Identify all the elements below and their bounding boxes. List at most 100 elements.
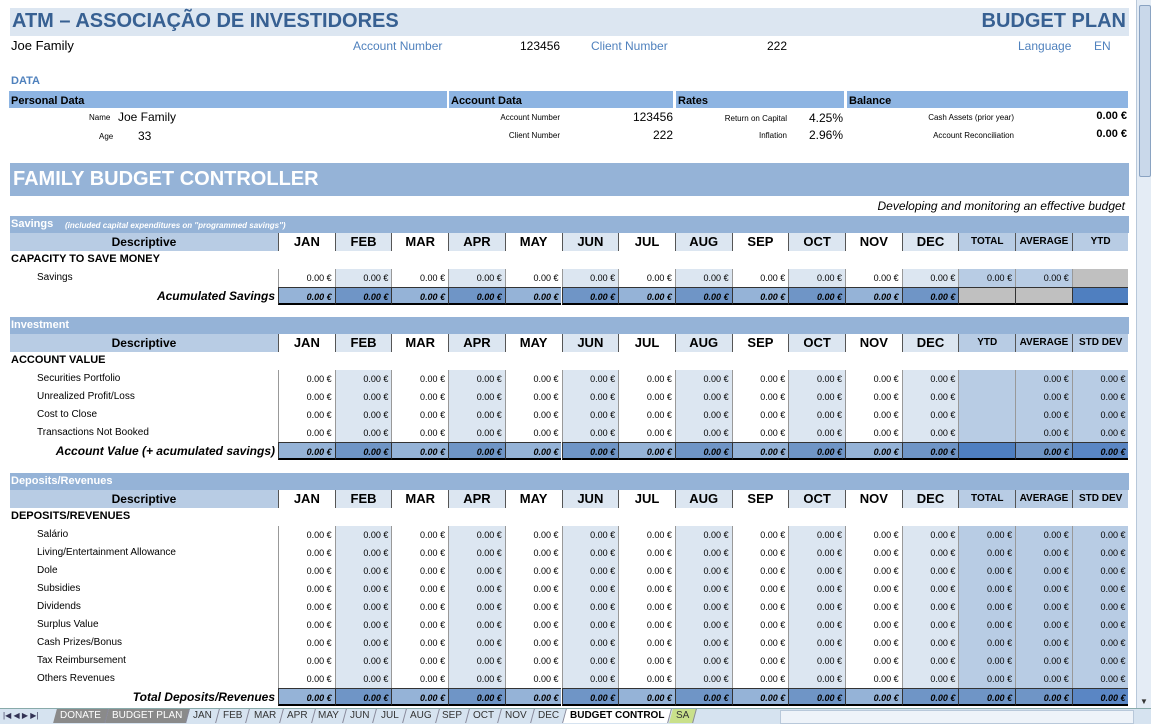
value-cell[interactable]: 0.00 €	[391, 388, 449, 406]
value-cell[interactable]: 0.00 €	[674, 652, 732, 670]
value-cell[interactable]: 0.00 €	[674, 526, 732, 544]
value-cell[interactable]: 0.00 €	[618, 670, 675, 688]
value-cell[interactable]: 0.00 €	[674, 634, 732, 652]
value-cell[interactable]: 0.00 €	[674, 670, 732, 688]
value-cell[interactable]: 0.00 €	[1015, 526, 1072, 544]
value-cell[interactable]: 0.00 €	[278, 652, 335, 670]
scroll-thumb[interactable]	[1139, 5, 1151, 177]
value-cell[interactable]: 0.00 €	[731, 526, 789, 544]
value-cell[interactable]: 0.00 €	[618, 544, 675, 562]
value-cell[interactable]: 0.00 €	[845, 598, 902, 616]
value-cell[interactable]: 0.00 €	[278, 526, 335, 544]
value-cell[interactable]: 0.00 €	[561, 598, 619, 616]
value-cell[interactable]: 0.00 €	[674, 424, 732, 442]
value-cell[interactable]	[958, 388, 1016, 406]
value-cell[interactable]: 0.00 €	[731, 634, 789, 652]
value-cell[interactable]: 0.00 €	[1071, 388, 1129, 406]
value-cell[interactable]: 0.00 €	[278, 269, 335, 287]
value-cell[interactable]: 0.00 €	[845, 370, 902, 388]
value-cell[interactable]: 0.00 €	[788, 652, 845, 670]
value-cell[interactable]: 0.00 €	[448, 370, 505, 388]
sheet-tab[interactable]: FEB	[216, 709, 251, 723]
value-cell[interactable]: 0.00 €	[845, 616, 902, 634]
value-cell[interactable]: 0.00 €	[391, 616, 449, 634]
value-cell[interactable]: 0.00 €	[448, 424, 505, 442]
value-cell[interactable]: 0.00 €	[278, 388, 335, 406]
sheet-tab[interactable]: SA	[668, 709, 697, 723]
value-cell[interactable]: 0.00 €	[618, 652, 675, 670]
value-cell[interactable]: 0.00 €	[561, 544, 619, 562]
value-cell[interactable]	[1071, 269, 1129, 287]
sheet-tab[interactable]: AUG	[402, 709, 440, 723]
value-cell[interactable]: 0.00 €	[1015, 269, 1072, 287]
value-cell[interactable]: 0.00 €	[901, 370, 959, 388]
value-cell[interactable]: 0.00 €	[448, 269, 505, 287]
sheet-tab[interactable]: NOV	[498, 709, 536, 723]
value-cell[interactable]: 0.00 €	[731, 580, 789, 598]
value-cell[interactable]: 0.00 €	[1071, 526, 1129, 544]
value-cell[interactable]: 0.00 €	[504, 388, 562, 406]
value-cell[interactable]: 0.00 €	[731, 269, 789, 287]
value-cell[interactable]: 0.00 €	[334, 269, 392, 287]
value-cell[interactable]: 0.00 €	[845, 652, 902, 670]
value-cell[interactable]: 0.00 €	[731, 388, 789, 406]
sheet-tab[interactable]: MAR	[246, 709, 284, 723]
value-cell[interactable]: 0.00 €	[618, 406, 675, 424]
value-cell[interactable]: 0.00 €	[334, 526, 392, 544]
value-cell[interactable]: 0.00 €	[788, 544, 845, 562]
value-cell[interactable]: 0.00 €	[334, 652, 392, 670]
value-cell[interactable]: 0.00 €	[958, 562, 1016, 580]
value-cell[interactable]: 0.00 €	[731, 652, 789, 670]
value-cell[interactable]: 0.00 €	[674, 562, 732, 580]
value-cell[interactable]: 0.00 €	[788, 562, 845, 580]
value-cell[interactable]: 0.00 €	[448, 544, 505, 562]
value-cell[interactable]: 0.00 €	[448, 406, 505, 424]
value-cell[interactable]: 0.00 €	[334, 598, 392, 616]
value-cell[interactable]: 0.00 €	[504, 616, 562, 634]
value-cell[interactable]: 0.00 €	[1071, 370, 1129, 388]
value-cell[interactable]: 0.00 €	[1071, 406, 1129, 424]
name-value[interactable]: Joe Family	[118, 110, 177, 124]
value-cell[interactable]: 0.00 €	[561, 388, 619, 406]
value-cell[interactable]: 0.00 €	[731, 406, 789, 424]
value-cell[interactable]: 0.00 €	[901, 269, 959, 287]
value-cell[interactable]: 0.00 €	[1071, 634, 1129, 652]
value-cell[interactable]: 0.00 €	[391, 269, 449, 287]
value-cell[interactable]: 0.00 €	[674, 269, 732, 287]
value-cell[interactable]: 0.00 €	[1015, 670, 1072, 688]
value-cell[interactable]: 0.00 €	[561, 424, 619, 442]
value-cell[interactable]: 0.00 €	[504, 580, 562, 598]
value-cell[interactable]: 0.00 €	[504, 269, 562, 287]
value-cell[interactable]: 0.00 €	[1015, 424, 1072, 442]
value-cell[interactable]: 0.00 €	[618, 598, 675, 616]
value-cell[interactable]: 0.00 €	[788, 526, 845, 544]
value-cell[interactable]: 0.00 €	[674, 598, 732, 616]
value-cell[interactable]: 0.00 €	[334, 670, 392, 688]
value-cell[interactable]: 0.00 €	[334, 406, 392, 424]
value-cell[interactable]: 0.00 €	[958, 526, 1016, 544]
value-cell[interactable]: 0.00 €	[958, 634, 1016, 652]
value-cell[interactable]: 0.00 €	[958, 652, 1016, 670]
value-cell[interactable]: 0.00 €	[845, 634, 902, 652]
age-value[interactable]: 33	[138, 129, 152, 143]
sheet-tab[interactable]: JUN	[343, 709, 378, 723]
sheet-tab[interactable]: OCT	[466, 709, 503, 723]
value-cell[interactable]: 0.00 €	[1071, 670, 1129, 688]
value-cell[interactable]: 0.00 €	[561, 652, 619, 670]
value-cell[interactable]: 0.00 €	[674, 388, 732, 406]
value-cell[interactable]: 0.00 €	[504, 526, 562, 544]
value-cell[interactable]: 0.00 €	[448, 670, 505, 688]
value-cell[interactable]: 0.00 €	[448, 598, 505, 616]
value-cell[interactable]: 0.00 €	[618, 269, 675, 287]
value-cell[interactable]: 0.00 €	[901, 406, 959, 424]
value-cell[interactable]: 0.00 €	[561, 580, 619, 598]
value-cell[interactable]: 0.00 €	[504, 598, 562, 616]
value-cell[interactable]: 0.00 €	[448, 634, 505, 652]
value-cell[interactable]: 0.00 €	[901, 598, 959, 616]
value-cell[interactable]: 0.00 €	[334, 370, 392, 388]
value-cell[interactable]: 0.00 €	[901, 634, 959, 652]
value-cell[interactable]: 0.00 €	[278, 616, 335, 634]
value-cell[interactable]: 0.00 €	[1015, 634, 1072, 652]
value-cell[interactable]: 0.00 €	[1015, 370, 1072, 388]
value-cell[interactable]	[958, 406, 1016, 424]
